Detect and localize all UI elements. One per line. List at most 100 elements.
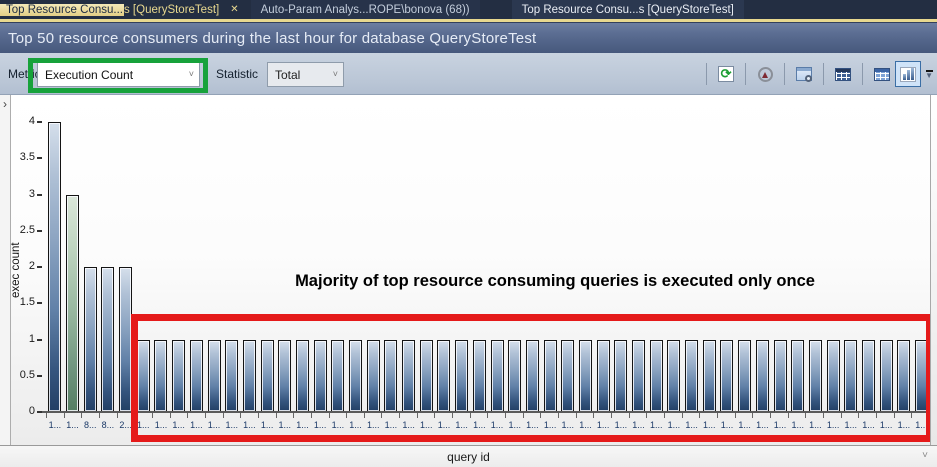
bar-cell xyxy=(913,122,931,412)
toolbar-overflow-button[interactable]: ▼ xyxy=(925,69,933,79)
bar-query-18[interactable] xyxy=(349,339,363,412)
x-tick-mark xyxy=(718,413,736,418)
bar-query-17[interactable] xyxy=(331,339,345,412)
grid-results-button[interactable] xyxy=(830,61,856,87)
bar-query-45[interactable] xyxy=(826,339,840,412)
metric-dropdown[interactable]: Execution Count ˅ xyxy=(37,62,200,87)
bar-cell xyxy=(577,122,595,412)
bar-query-13[interactable] xyxy=(260,339,274,412)
bar-query-22[interactable] xyxy=(419,339,433,412)
bar-query-4[interactable] xyxy=(101,267,115,412)
bar-query-50[interactable] xyxy=(915,339,929,412)
bar-query-2[interactable] xyxy=(66,194,80,412)
bar-cell xyxy=(311,122,329,412)
bar-query-27[interactable] xyxy=(508,339,522,412)
x-tick-mark xyxy=(171,413,189,418)
x-tick-label: 8... xyxy=(101,420,115,430)
refresh-button[interactable]: ⟳ xyxy=(713,61,739,87)
view-query-text-button[interactable] xyxy=(791,61,817,87)
x-tick-label: 8... xyxy=(83,420,97,430)
bar-cell xyxy=(435,122,453,412)
bar-query-48[interactable] xyxy=(879,339,893,412)
x-tick-mark xyxy=(418,413,436,418)
x-tick-mark xyxy=(241,413,259,418)
bar-query-10[interactable] xyxy=(207,339,221,412)
bar-query-49[interactable] xyxy=(897,339,911,412)
x-axis-selector[interactable]: query id ˅ xyxy=(0,445,937,467)
report-title-bar: Top 50 resource consumers during the las… xyxy=(0,22,937,53)
bar-query-25[interactable] xyxy=(472,339,486,412)
bar-query-21[interactable] xyxy=(402,339,416,412)
bar-query-30[interactable] xyxy=(561,339,575,412)
bar-query-36[interactable] xyxy=(667,339,681,412)
bar-query-28[interactable] xyxy=(525,339,539,412)
bar-query-7[interactable] xyxy=(154,339,168,412)
x-tick-label: 1... xyxy=(809,420,822,430)
close-icon[interactable]: ✕ xyxy=(230,4,239,15)
bar-query-24[interactable] xyxy=(455,339,469,412)
statistic-dropdown-value: Total xyxy=(275,67,301,82)
bar-chart-view-button[interactable] xyxy=(895,61,922,87)
expand-pane-chevron-icon: › xyxy=(3,97,7,111)
x-tick-mark xyxy=(789,413,807,418)
bar-query-1[interactable] xyxy=(48,122,62,412)
tab-auto-param-analysis[interactable]: Auto-Param Analys...ROPE\bonova (68)) xyxy=(250,0,480,19)
bar-query-12[interactable] xyxy=(242,339,256,412)
bar-query-26[interactable] xyxy=(490,339,504,412)
x-tick-mark xyxy=(294,413,312,418)
bar-query-20[interactable] xyxy=(384,339,398,412)
bar-query-42[interactable] xyxy=(773,339,787,412)
bar-query-16[interactable] xyxy=(313,339,327,412)
bar-query-40[interactable] xyxy=(738,339,752,412)
x-tick-label: 1... xyxy=(260,420,274,430)
bar-query-34[interactable] xyxy=(632,339,646,412)
x-tick-label: 1... xyxy=(791,420,804,430)
bar-query-5[interactable] xyxy=(119,267,133,412)
bar-cell xyxy=(453,122,471,412)
bar-query-15[interactable] xyxy=(295,339,309,412)
bar-query-3[interactable] xyxy=(83,267,97,412)
bar-query-11[interactable] xyxy=(225,339,239,412)
x-tick-mark xyxy=(753,413,771,418)
bar-cell xyxy=(700,122,718,412)
bar-query-14[interactable] xyxy=(278,339,292,412)
metric-label: Metric xyxy=(8,67,41,81)
y-tick-label: 0.5 xyxy=(19,368,35,381)
bar-query-35[interactable] xyxy=(649,339,663,412)
bar-query-39[interactable] xyxy=(720,339,734,412)
x-tick-label: 1... xyxy=(614,420,628,430)
grid-details-button[interactable] xyxy=(869,61,895,87)
bar-query-9[interactable] xyxy=(189,339,203,412)
bar-query-46[interactable] xyxy=(844,339,858,412)
collapsed-pane-splitter[interactable]: › xyxy=(0,95,11,445)
bar-query-31[interactable] xyxy=(578,339,592,412)
statistic-dropdown[interactable]: Total ˅ xyxy=(267,62,344,87)
toolbar-separator xyxy=(706,63,708,85)
bar-query-44[interactable] xyxy=(808,339,822,412)
x-tick-mark xyxy=(82,413,100,418)
track-query-button[interactable] xyxy=(752,61,778,87)
bar-query-29[interactable] xyxy=(543,339,557,412)
bar-query-41[interactable] xyxy=(755,339,769,412)
x-tick-mark xyxy=(488,413,507,418)
x-tick-mark xyxy=(806,413,824,418)
bar-query-33[interactable] xyxy=(614,339,628,412)
tab-top-resource-consumers-active[interactable]: Top Resource Consu... s [QueryStoreTest]… xyxy=(0,0,246,19)
x-tick-mark xyxy=(330,413,348,418)
bar-query-37[interactable] xyxy=(685,339,699,412)
bar-query-8[interactable] xyxy=(172,339,186,412)
tab-top-resource-consumers-2[interactable]: Top Resource Consu...s [QueryStoreTest] xyxy=(511,0,744,19)
bar-query-47[interactable] xyxy=(861,339,875,412)
toolbar-separator xyxy=(823,63,825,85)
bar-query-43[interactable] xyxy=(791,339,805,412)
bar-query-23[interactable] xyxy=(437,339,451,412)
bar-query-38[interactable] xyxy=(702,339,716,412)
bar-query-19[interactable] xyxy=(366,339,380,412)
bar-cell xyxy=(276,122,294,412)
bar-query-6[interactable] xyxy=(136,339,150,412)
right-pane-splitter[interactable] xyxy=(930,95,937,445)
x-tick-mark xyxy=(206,413,224,418)
x-tick-mark xyxy=(559,413,577,418)
bar-cell xyxy=(205,122,223,412)
bar-query-32[interactable] xyxy=(596,339,610,412)
